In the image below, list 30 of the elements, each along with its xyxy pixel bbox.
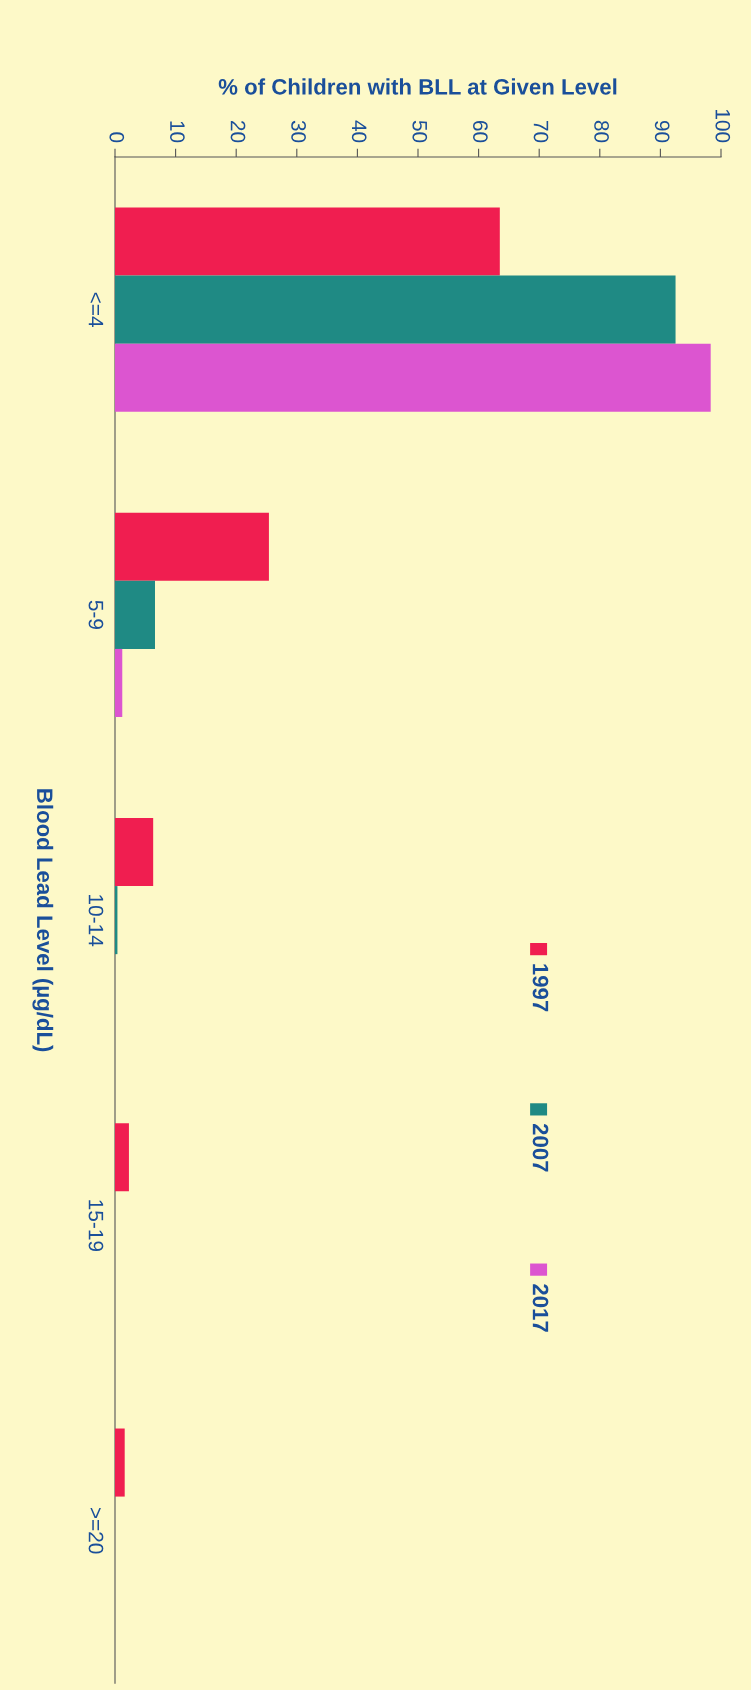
x-tick-label: 20 [230,120,246,143]
bar [115,207,500,276]
bar [115,512,269,581]
y-tick-label: >=20 [88,1507,104,1554]
y-tick-label: <=4 [88,292,104,327]
y-tick-label: 5-9 [88,600,104,629]
y-axis-title: Blood Lead Level (µg/dL) [32,789,54,1052]
y-tick-label: 15-19 [88,1200,104,1252]
bar [115,1428,125,1497]
bar [115,580,155,649]
legend-label: 2017 [532,1284,549,1332]
x-tick-label: 50 [412,120,428,143]
x-tick-label: 10 [170,121,185,143]
y-tick-label: 10-14 [88,895,104,947]
x-tick-label: 60 [473,121,488,143]
legend-label: 2007 [532,1123,549,1172]
x-tick-label: 100 [715,109,731,143]
x-axis-title: % of Children with BLL at Given Level [218,78,617,95]
bar [115,648,123,717]
bar [115,275,676,344]
x-tick-label: 30 [291,120,306,143]
x-tick-label: 90 [654,120,670,143]
x-tick-label: 80 [594,120,609,143]
x-tick-label: 40 [351,120,367,143]
legend-label: 1997 [532,964,549,1012]
x-tick-label: 0 [109,132,125,143]
bar [115,343,711,412]
bar [115,1123,129,1192]
x-tick-label: 70 [533,121,549,143]
bar [115,818,154,887]
